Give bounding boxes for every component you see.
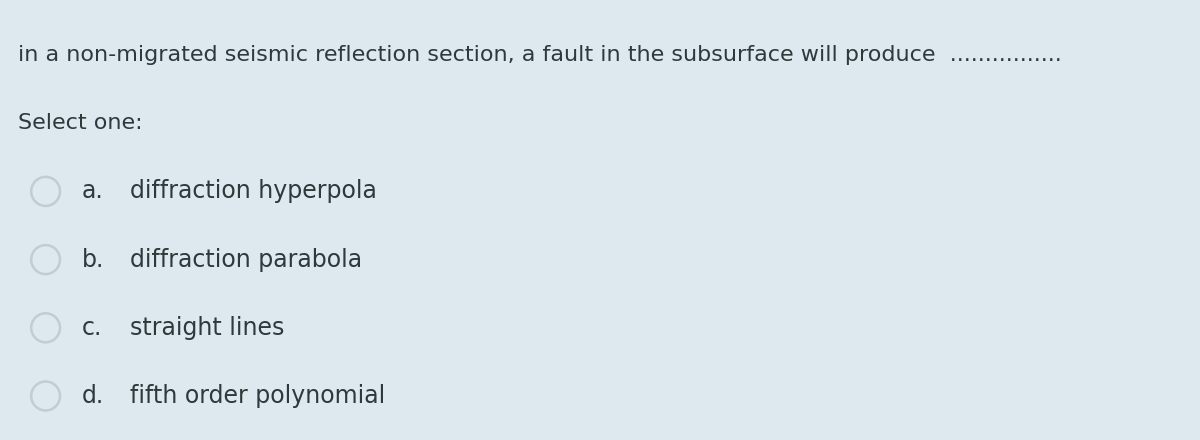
Text: a.: a. (82, 180, 103, 203)
Text: diffraction parabola: diffraction parabola (130, 248, 361, 271)
Text: b.: b. (82, 248, 104, 271)
Text: fifth order polynomial: fifth order polynomial (130, 384, 385, 408)
Text: in a non-migrated seismic reflection section, a fault in the subsurface will pro: in a non-migrated seismic reflection sec… (18, 45, 1062, 65)
Text: d.: d. (82, 384, 104, 408)
Text: c.: c. (82, 316, 102, 340)
Text: straight lines: straight lines (130, 316, 284, 340)
Text: diffraction hyperpola: diffraction hyperpola (130, 180, 377, 203)
Text: Select one:: Select one: (18, 113, 143, 133)
